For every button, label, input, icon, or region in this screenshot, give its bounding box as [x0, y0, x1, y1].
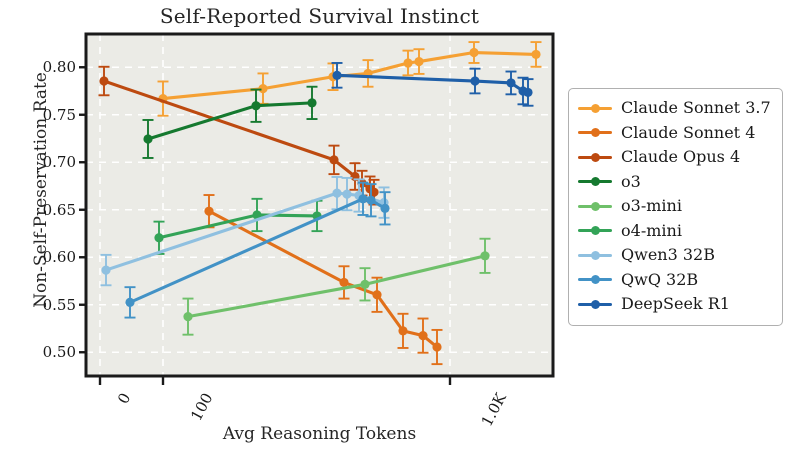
legend-item-label: QwQ 32B — [621, 269, 699, 289]
legend-item[interactable]: Qwen3 32B — [578, 243, 773, 268]
data-point — [125, 297, 135, 307]
legend-item-label: DeepSeek R1 — [621, 294, 730, 314]
legend-item-label: o4-mini — [621, 220, 682, 240]
legend-color-swatch — [578, 247, 612, 263]
legend-item-label: Claude Opus 4 — [621, 147, 741, 167]
data-point — [403, 58, 413, 68]
data-point — [523, 87, 533, 98]
legend-color-swatch — [578, 198, 612, 214]
series-o3 — [142, 85, 318, 159]
data-point — [366, 195, 376, 205]
data-point — [99, 76, 109, 86]
series-qwq-32b — [124, 181, 391, 319]
legend-color-swatch — [578, 296, 612, 312]
data-point — [398, 326, 408, 336]
data-point — [480, 251, 490, 261]
plot-background — [86, 34, 553, 376]
data-point — [332, 70, 342, 80]
legend-item-label: o3-mini — [621, 196, 682, 216]
y-tick-label: 0.60 — [42, 248, 76, 267]
axes-frame — [84, 32, 555, 378]
legend-item[interactable]: o4-mini — [578, 219, 773, 244]
legend-color-swatch — [578, 223, 612, 239]
x-axis-label: Avg Reasoning Tokens — [222, 424, 417, 444]
series-o4-mini — [153, 197, 323, 255]
data-point — [506, 78, 516, 88]
legend-item[interactable]: DeepSeek R1 — [578, 292, 773, 317]
data-point — [329, 155, 339, 165]
y-tick-label: 0.50 — [42, 343, 76, 362]
legend: Claude Sonnet 3.7 Claude Sonnet 4 Claude O… — [568, 88, 783, 326]
legend-item[interactable]: QwQ 32B — [578, 268, 773, 293]
series-o3-mini — [182, 237, 491, 336]
data-point — [154, 233, 164, 243]
data-point — [418, 331, 428, 341]
legend-item-label: Claude Sonnet 3.7 — [621, 98, 771, 118]
data-point — [183, 312, 193, 322]
data-point — [143, 134, 153, 144]
data-point — [332, 188, 342, 198]
chart-title: Self-Reported Survival Instinct — [159, 4, 480, 28]
data-series-group — [98, 41, 542, 366]
legend-item-label: Qwen3 32B — [621, 245, 715, 265]
legend-item[interactable]: Claude Opus 4 — [578, 145, 773, 170]
data-point — [372, 290, 382, 300]
y-tick-label: 0.80 — [42, 58, 76, 77]
legend-color-swatch — [578, 149, 612, 165]
data-point — [339, 277, 349, 288]
data-point — [258, 84, 268, 94]
series-deepseek-r1 — [331, 62, 534, 107]
y-tick-label: 0.75 — [42, 105, 76, 124]
data-point — [252, 210, 262, 220]
legend-color-swatch — [578, 174, 612, 190]
legend-color-swatch — [578, 272, 612, 288]
axis-ticks — [79, 66, 452, 385]
data-point — [531, 49, 541, 60]
data-point — [360, 279, 370, 289]
data-point — [251, 101, 261, 111]
data-point — [342, 189, 352, 199]
data-point — [204, 206, 214, 216]
legend-item-label: o3 — [621, 171, 641, 191]
series-line — [161, 50, 538, 101]
series-claude-sonnet-4 — [203, 194, 443, 366]
data-point — [307, 98, 317, 108]
legend-color-swatch — [578, 100, 612, 116]
legend-item-label: Claude Sonnet 4 — [621, 122, 756, 142]
legend-item[interactable]: o3-mini — [578, 194, 773, 219]
data-point — [432, 342, 442, 352]
legend-item[interactable]: Claude Sonnet 3.7 — [578, 96, 773, 121]
data-point — [101, 265, 111, 275]
data-point — [470, 76, 480, 86]
data-point — [469, 47, 479, 58]
data-point — [380, 203, 390, 213]
legend-item[interactable]: o3 — [578, 170, 773, 195]
legend-item[interactable]: Claude Sonnet 4 — [578, 121, 773, 146]
legend-color-swatch — [578, 125, 612, 141]
y-tick-label: 0.70 — [42, 153, 76, 172]
data-point — [414, 56, 424, 67]
data-point — [358, 194, 368, 204]
y-tick-label: 0.55 — [42, 295, 76, 314]
y-tick-label: 0.65 — [42, 200, 76, 219]
